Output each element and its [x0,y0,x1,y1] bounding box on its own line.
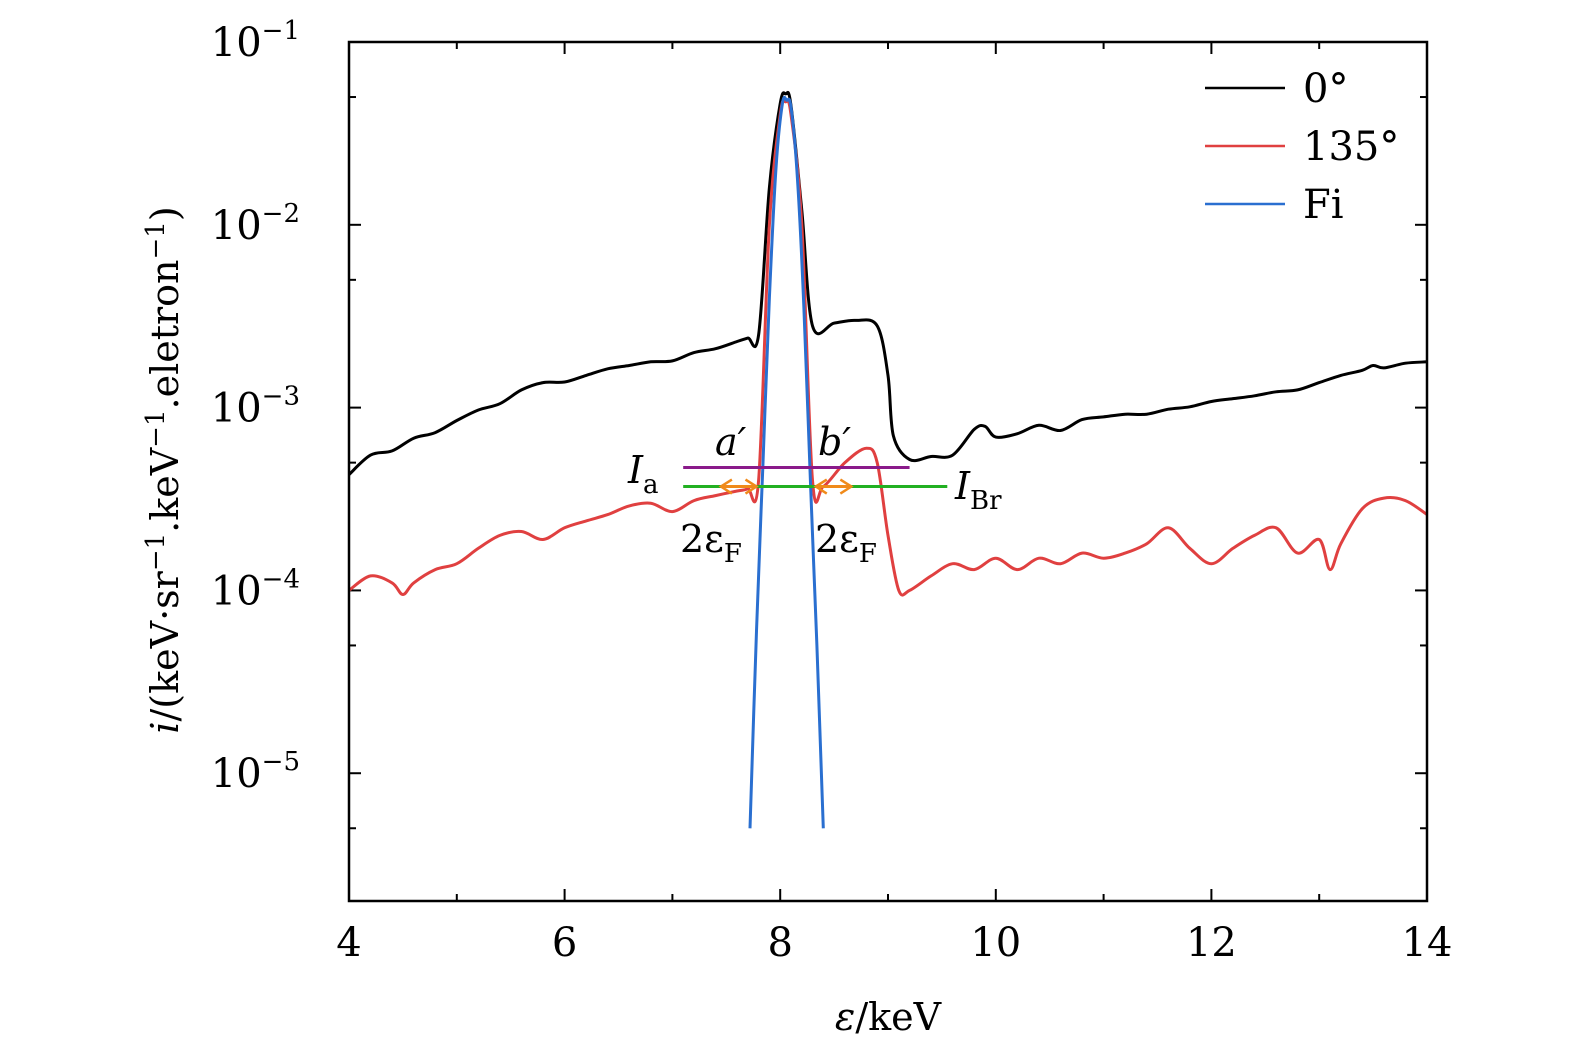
annotation-2ef-right: 2εF [815,517,877,569]
arrow-left-head-left [718,478,733,495]
series-line-0 [349,90,1427,476]
y-tick-label: 10−4 [211,564,300,614]
y-axis-title: i/(keV·sr−1.keV−1.eletron−1) [141,206,187,733]
y-tick-label: 10−3 [211,382,300,432]
y-tick-label: 10−1 [211,16,300,66]
x-tick-label: 4 [336,920,361,966]
x-tick-label: 8 [767,920,792,966]
annotation-b-prime: b′ [818,420,851,464]
arrow-right-head-left [813,478,828,495]
annotation-ia: Ia [627,448,659,500]
x-tick-label: 10 [970,920,1021,966]
series-layer [349,90,1427,829]
tick-labels: 4 6 8 10 12 14 10−1 10−2 10−3 10−4 10−5 [211,16,1453,966]
x-axis-var: ε [835,995,855,1039]
legend: 0° 135° Fi [1205,66,1399,228]
annotation-layer [683,466,948,495]
annotation-a-prime: a′ [715,420,747,464]
arrow-left-head-right [744,478,759,495]
x-axis-unit: /keV [855,995,941,1039]
legend-label-0deg: 0° [1303,66,1348,112]
legend-label-fi: Fi [1303,182,1344,228]
arrow-right-head-right [839,478,854,495]
series-line-1 [349,99,1427,597]
x-tick-label: 6 [552,920,577,966]
plot-frame [347,40,1429,903]
legend-label-135deg: 135° [1303,124,1399,170]
series-line-2 [748,95,825,829]
x-axis-title: ε/keV [835,995,942,1039]
annotation-2ef-left: 2εF [680,517,742,569]
y-tick-label: 10−5 [211,747,300,797]
axis-ticks [348,41,1428,901]
x-tick-label: 12 [1186,920,1237,966]
y-tick-label: 10−2 [211,199,300,249]
annotation-ibr: IBr [954,464,1002,516]
x-tick-label: 14 [1402,920,1453,966]
